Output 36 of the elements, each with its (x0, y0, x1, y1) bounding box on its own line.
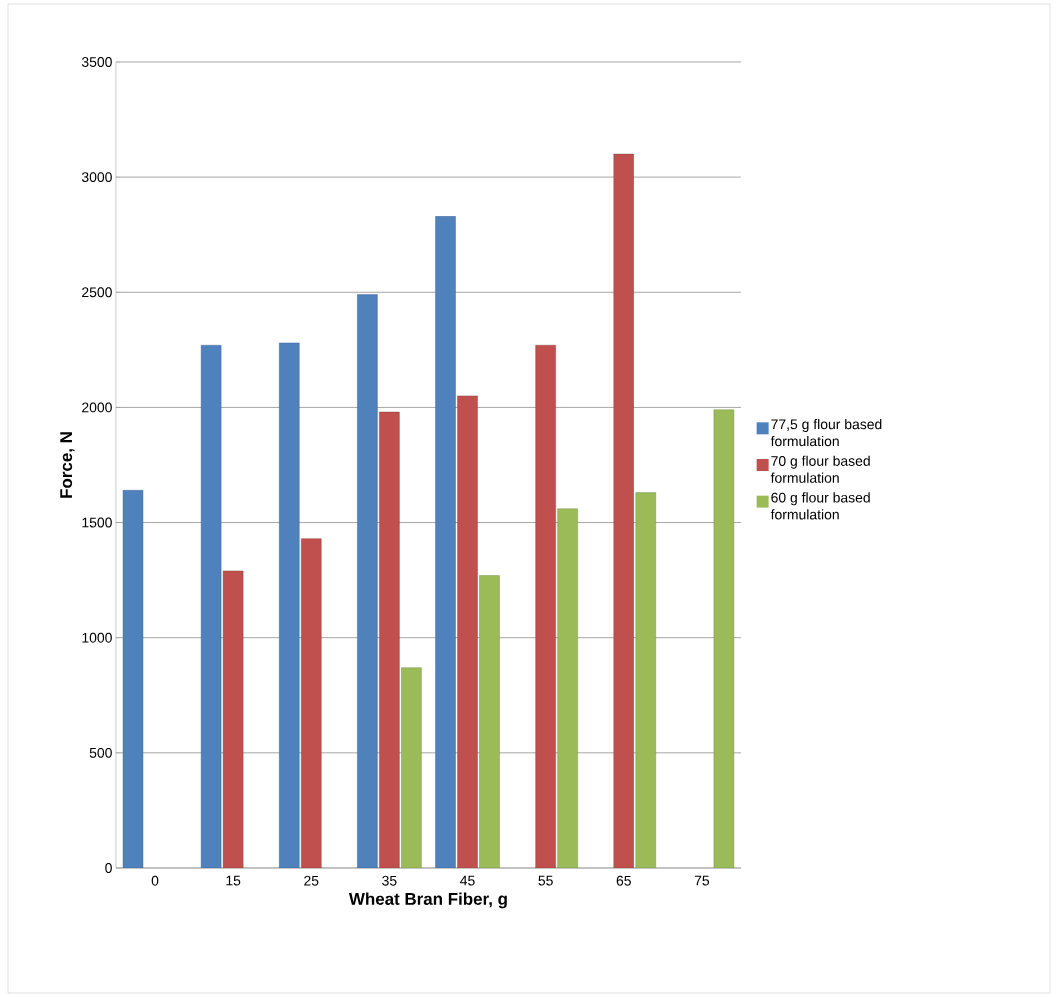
x-tick-label: 65 (616, 875, 631, 886)
y-tick-label: 1000 (82, 632, 112, 643)
bar (357, 294, 378, 868)
bar (379, 411, 400, 868)
y-tick-label: 0 (105, 863, 112, 873)
x-tick-label: 75 (694, 875, 710, 886)
bar (401, 667, 422, 868)
bar (279, 342, 300, 868)
legend-label: 70 g flour based formulation (770, 455, 870, 483)
y-tick-label: 2000 (82, 402, 112, 413)
y-tick-label: 500 (89, 747, 112, 758)
x-tick-label: 35 (382, 875, 397, 886)
bar (557, 508, 578, 868)
bar (122, 490, 144, 868)
y-tick-label: 2500 (82, 287, 112, 298)
bar (200, 345, 222, 868)
x-tick-label: 25 (304, 875, 319, 886)
legend-label: 77,5 g flour based formulation (770, 418, 882, 447)
x-tick-label: 0 (151, 875, 159, 886)
x-tick-label: 45 (460, 875, 475, 886)
y-tick-label: 1500 (82, 517, 112, 528)
bar (635, 492, 656, 868)
bar (301, 538, 322, 868)
bar (535, 345, 556, 868)
y-axis-title: Force, N (60, 432, 75, 498)
y-tick-label: 3000 (81, 172, 112, 183)
bar (435, 216, 456, 868)
x-tick-label: 15 (226, 875, 241, 886)
bar (479, 575, 500, 868)
bar (713, 409, 735, 868)
y-tick-label: 3500 (81, 57, 112, 67)
x-tick-label: 55 (538, 875, 553, 886)
bar (457, 395, 478, 868)
x-axis-title: Wheat Bran Fiber, g (348, 892, 507, 909)
legend-label: 60 g flour based formulation (770, 492, 870, 520)
bar (613, 153, 634, 868)
